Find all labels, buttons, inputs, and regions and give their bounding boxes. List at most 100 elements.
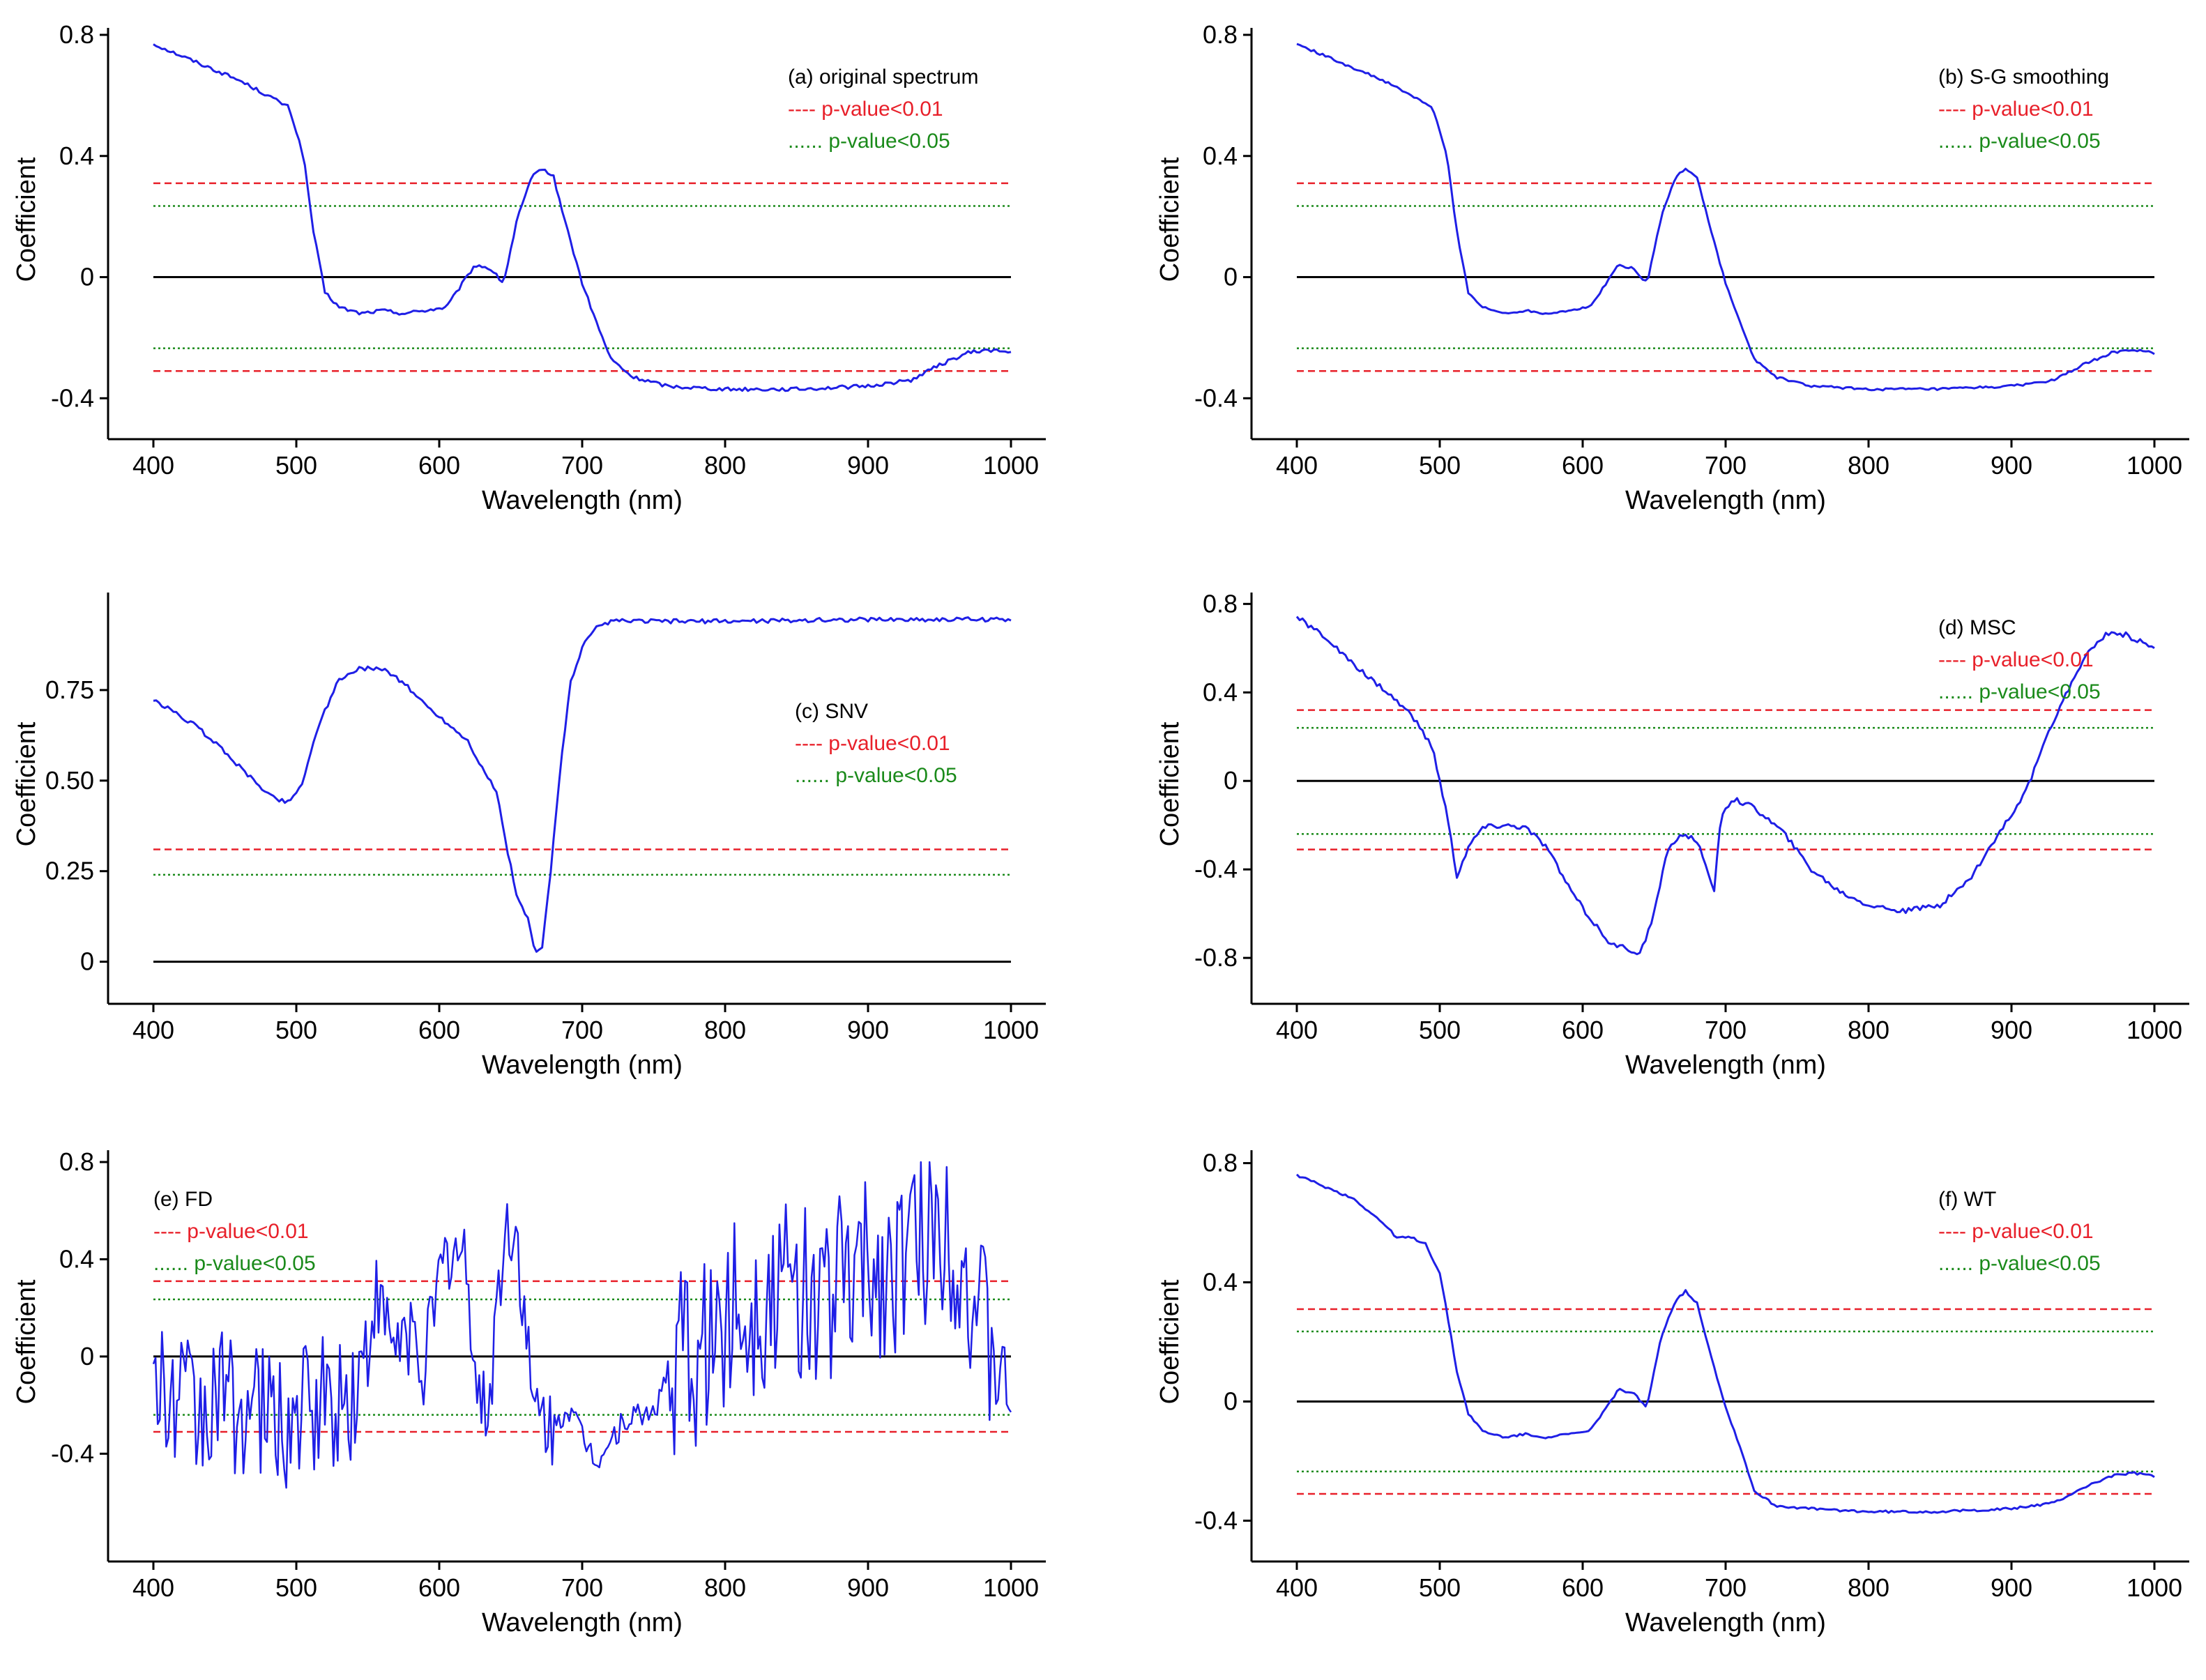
x-tick-label: 1000 — [983, 1573, 1039, 1602]
x-tick-label: 600 — [418, 451, 460, 480]
x-tick-label: 1000 — [983, 1016, 1039, 1044]
x-tick-label: 800 — [704, 451, 746, 480]
chart-panel-e: 400 500 600 700 800 900 1000 -0.4 0 0.4 0.8 Wavelen… — [7, 1147, 1095, 1680]
y-axis-title: Coefficient — [1155, 721, 1185, 846]
x-tick-label: 400 — [132, 451, 174, 480]
y-axis-title: Coefficient — [1155, 1279, 1185, 1404]
x-tick-label: 900 — [847, 1573, 889, 1602]
x-tick-label: 800 — [704, 1016, 746, 1044]
chart-panel-f: 400 500 600 700 800 900 1000 -0.4 0 0.4 0.8 Wavelen… — [1150, 1149, 2206, 1680]
x-tick-label: 700 — [561, 451, 603, 480]
x-tick-label: 700 — [561, 1573, 603, 1602]
x-tick-label: 600 — [1562, 1016, 1604, 1044]
panel-label: (d) MSC — [1938, 616, 2016, 639]
y-tick-label: 0 — [80, 263, 94, 291]
x-tick-label: 600 — [418, 1573, 460, 1602]
y-tick-label: 0.8 — [59, 1147, 94, 1176]
y-tick-label: 0.50 — [45, 766, 94, 795]
legend-p01: ---- p-value<0.01 — [1938, 1220, 2094, 1243]
y-axis-title: Coefficient — [12, 1279, 41, 1404]
x-axis-title: Wavelength (nm) — [1625, 1051, 1826, 1080]
legend-p01: ---- p-value<0.01 — [1938, 98, 2094, 121]
x-axis-title: Wavelength (nm) — [1625, 1608, 1826, 1637]
chart-panel-d: 400 500 600 700 800 900 1000 -0.8 -0.4 0 0.4 0.8 Wav… — [1150, 589, 2206, 1122]
x-tick-label: 600 — [1562, 451, 1604, 480]
panel-label: (e) FD — [153, 1188, 213, 1211]
legend-p05: ...... p-value<0.05 — [1938, 130, 2101, 153]
x-tick-label: 700 — [1705, 451, 1747, 480]
x-tick-label: 800 — [704, 1573, 746, 1602]
chart-svg-c: 400 500 600 700 800 900 1000 0 0.25 0.50 0.75 Wavel… — [12, 593, 1046, 1080]
x-tick-label: 400 — [132, 1016, 174, 1044]
series-line — [153, 43, 1012, 392]
series-line — [1296, 43, 2155, 392]
x-tick-label: 400 — [1276, 451, 1318, 480]
y-tick-label: -0.4 — [1194, 1506, 1238, 1534]
chart-svg-e: 400 500 600 700 800 900 1000 -0.4 0 0.4 0.8 Wavelen… — [12, 1147, 1046, 1637]
x-tick-label: 1000 — [2127, 451, 2182, 480]
x-tick-label: 1000 — [983, 451, 1039, 480]
x-tick-label: 600 — [1562, 1573, 1604, 1602]
y-axis-title: Coefficient — [12, 721, 41, 846]
y-tick-label: 0 — [1224, 766, 1238, 795]
chart-panel-c: 400 500 600 700 800 900 1000 0 0.25 0.50 0.75 Wavel… — [7, 593, 1095, 1122]
y-tick-label: 0.8 — [1203, 20, 1238, 49]
panel-label: (f) WT — [1938, 1188, 1996, 1211]
x-axis-title: Wavelength (nm) — [482, 1051, 683, 1080]
x-tick-label: 700 — [1705, 1016, 1747, 1044]
series-line — [1295, 1173, 2155, 1514]
series-line — [153, 616, 1012, 953]
y-tick-label: -0.4 — [1194, 383, 1238, 412]
y-tick-label: 0 — [80, 947, 94, 976]
legend-p01: ---- p-value<0.01 — [153, 1220, 309, 1243]
x-tick-label: 500 — [1419, 451, 1461, 480]
y-tick-label: 0 — [1224, 263, 1238, 291]
y-tick-label: 0 — [1224, 1387, 1238, 1415]
x-tick-label: 500 — [1419, 1573, 1461, 1602]
x-tick-label: 900 — [1991, 451, 2032, 480]
chart-svg-b: 400 500 600 700 800 900 1000 -0.4 0 0.4 0.8 Wavelen… — [1155, 20, 2189, 515]
legend-p05: ...... p-value<0.05 — [795, 764, 957, 787]
panel-label: (b) S-G smoothing — [1938, 66, 2109, 89]
x-axis-title: Wavelength (nm) — [482, 1608, 683, 1637]
y-axis-title: Coefficient — [1155, 157, 1185, 282]
y-tick-label: 0.8 — [1203, 589, 1238, 618]
x-tick-label: 700 — [1705, 1573, 1747, 1602]
x-tick-label: 600 — [418, 1016, 460, 1044]
y-tick-label: -0.8 — [1194, 943, 1238, 972]
x-tick-label: 700 — [561, 1016, 603, 1044]
x-tick-label: 900 — [847, 451, 889, 480]
series-line — [152, 1161, 1012, 1489]
y-tick-label: 0 — [80, 1342, 94, 1370]
legend-p01: ---- p-value<0.01 — [1938, 648, 2094, 671]
legend-p01: ---- p-value<0.01 — [788, 98, 943, 121]
x-tick-label: 900 — [1991, 1573, 2032, 1602]
chart-svg-d: 400 500 600 700 800 900 1000 -0.8 -0.4 0 0.4 0.8 Wav… — [1155, 589, 2189, 1080]
x-tick-label: 500 — [275, 1016, 317, 1044]
panel-label: (c) SNV — [795, 700, 868, 723]
x-tick-label: 800 — [1848, 1016, 1889, 1044]
x-tick-label: 500 — [1419, 1016, 1461, 1044]
x-tick-label: 400 — [132, 1573, 174, 1602]
y-tick-label: 0.8 — [59, 20, 94, 49]
panel-label: (a) original spectrum — [788, 66, 978, 89]
y-tick-label: -0.4 — [51, 1439, 94, 1467]
chart-svg-a: 400 500 600 700 800 900 1000 -0.4 0 0.4 0.8 Wavelen… — [12, 20, 1046, 515]
legend-p01: ---- p-value<0.01 — [795, 732, 950, 755]
x-tick-label: 900 — [847, 1016, 889, 1044]
x-tick-label: 1000 — [2127, 1016, 2182, 1044]
x-tick-label: 900 — [1991, 1016, 2032, 1044]
y-tick-label: -0.4 — [51, 383, 94, 412]
chart-svg-f: 400 500 600 700 800 900 1000 -0.4 0 0.4 0.8 Wavelen… — [1155, 1149, 2189, 1637]
series-line — [1295, 616, 2155, 956]
x-tick-label: 1000 — [2127, 1573, 2182, 1602]
y-tick-label: 0.4 — [1203, 678, 1238, 706]
y-tick-label: 0.8 — [1203, 1149, 1238, 1177]
x-tick-label: 500 — [275, 451, 317, 480]
legend-p05: ...... p-value<0.05 — [1938, 680, 2101, 703]
x-tick-label: 800 — [1848, 1573, 1889, 1602]
chart-panel-a: 400 500 600 700 800 900 1000 -0.4 0 0.4 0.8 Wavelen… — [7, 20, 1095, 558]
x-tick-label: 400 — [1276, 1573, 1318, 1602]
y-tick-label: 0.4 — [1203, 142, 1238, 170]
y-tick-label: 0.4 — [59, 1244, 94, 1273]
